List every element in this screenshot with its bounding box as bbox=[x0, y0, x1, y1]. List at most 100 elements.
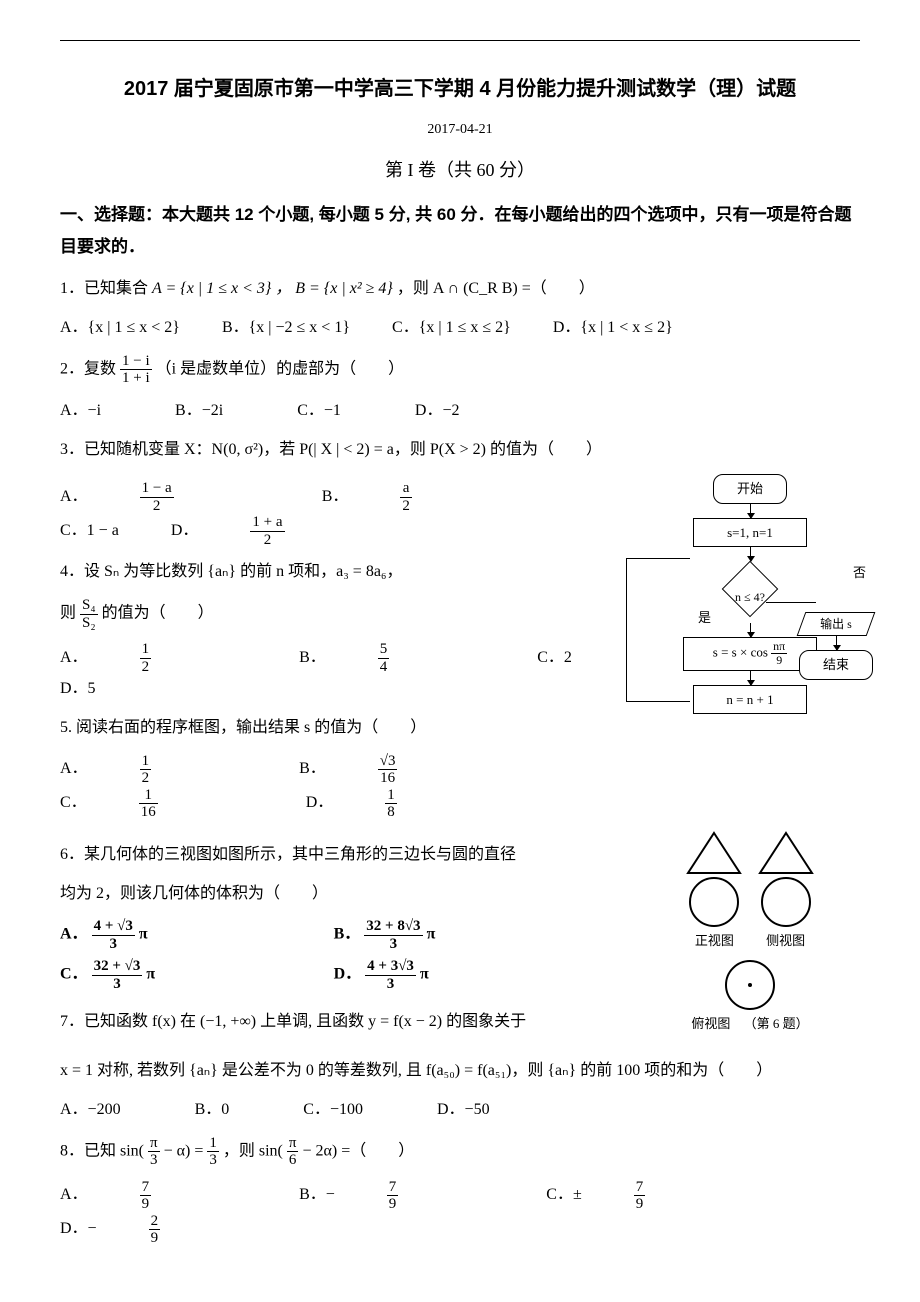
top-view bbox=[725, 960, 775, 1010]
part-title: 第 I 卷（共 60 分） bbox=[60, 154, 860, 186]
q7-opt-a: A．−200 bbox=[60, 1096, 121, 1125]
q8-options: A． 79 B．− 79 C．± 79 D．− 29 bbox=[60, 1179, 860, 1247]
q6-d-d: 3 bbox=[365, 976, 416, 993]
q1-opt-b: B．{x | −2 ≤ x < 1} bbox=[222, 314, 350, 343]
flow-calc-n: nπ bbox=[771, 640, 787, 654]
q5-a-n: 1 bbox=[140, 753, 152, 771]
arrow-icon bbox=[750, 504, 751, 518]
q1-opt-a: A．{x | 1 ≤ x < 2} bbox=[60, 314, 180, 343]
q7-opt-d: D．−50 bbox=[437, 1096, 490, 1125]
question-3: 3．已知随机变量 X：N(0, σ²)，若 P(| X | < 2) = a，则… bbox=[60, 436, 860, 465]
q8-f3-d: 6 bbox=[287, 1152, 299, 1169]
q8-a-pre: A． bbox=[60, 1181, 88, 1210]
q5-a-pre: A． bbox=[60, 755, 88, 784]
q4-b-n: 5 bbox=[378, 641, 390, 659]
flow-loop-line-h2 bbox=[626, 558, 690, 559]
q2-opt-b: B．−2i bbox=[175, 397, 223, 426]
q6-b-post: π bbox=[427, 926, 436, 943]
q3-options: A． 1 − a2 B． a2 C．1 − a D． 1 + a2 bbox=[60, 480, 630, 548]
front-view-label: 正视图 bbox=[686, 929, 742, 952]
q2-frac-d: 1 + i bbox=[120, 370, 152, 387]
q4-ratio-d: S₂ bbox=[80, 615, 98, 632]
q5-opt-d: D． 18 bbox=[306, 787, 493, 821]
top-view-label: 俯视图 bbox=[691, 1016, 730, 1031]
q8-b-n: 7 bbox=[387, 1179, 399, 1197]
q2-frac-n: 1 − i bbox=[120, 353, 152, 371]
q7-opt-b: B．0 bbox=[195, 1096, 230, 1125]
q3-stem: 3．已知随机变量 X：N(0, σ²)，若 P(| X | < 2) = a，则… bbox=[60, 441, 602, 458]
q5-options: A． 12 B． √316 C． 116 D． 18 bbox=[60, 753, 630, 821]
q6-c-post: π bbox=[146, 966, 155, 983]
q5-d-n: 1 bbox=[385, 787, 397, 805]
q8-d-n: 2 bbox=[149, 1213, 161, 1231]
q2-opt-c: C．−1 bbox=[297, 397, 341, 426]
flow-calc-d: 9 bbox=[771, 654, 787, 667]
q4-a-pre: A． bbox=[60, 644, 88, 673]
q8-opt-c: C．± 79 bbox=[546, 1179, 741, 1213]
q3-b-d: 2 bbox=[400, 498, 412, 515]
q4-opt-a: A． 12 bbox=[60, 641, 247, 675]
question-7-line2: x = 1 对称, 若数列 {aₙ} 是公差不为 0 的等差数列, 且 f(a₅… bbox=[60, 1057, 860, 1086]
q8-d-pre: D．− bbox=[60, 1215, 97, 1244]
q6-options: A． 4 + √33 π B． 32 + 8√33 π C． 32 + √33 … bbox=[60, 918, 630, 998]
figure-ref: （第 6 题） bbox=[744, 1016, 809, 1031]
q3-d-pre: D． bbox=[171, 517, 199, 546]
question-1: 1．已知集合 A = {x | 1 ≤ x < 3} ， B = {x | x²… bbox=[60, 275, 860, 304]
q3-a-n: 1 − a bbox=[140, 480, 174, 498]
q8-c-n: 7 bbox=[634, 1179, 646, 1197]
flow-out-label: 输出 s bbox=[801, 612, 871, 636]
q4-opt-c: C．2 bbox=[537, 644, 572, 673]
q6-c-d: 3 bbox=[92, 976, 143, 993]
q8-c-d: 9 bbox=[634, 1196, 646, 1213]
q5-d-d: 8 bbox=[385, 804, 397, 821]
q4-l2-post: 的值为（ ） bbox=[102, 605, 214, 622]
date: 2017-04-21 bbox=[60, 117, 860, 142]
q3-opt-c: C．1 − a bbox=[60, 517, 119, 546]
q6-d-n: 4 + 3√3 bbox=[365, 958, 416, 976]
q8-f3-n: π bbox=[287, 1135, 299, 1153]
flow-calc-pre: s = s × cos bbox=[713, 645, 771, 660]
q8-opt-b: B．− 79 bbox=[299, 1179, 494, 1213]
arrow-icon bbox=[750, 623, 751, 637]
q2-tail: （i 是虚数单位）的虚部为（ ） bbox=[156, 360, 404, 377]
q2-pre: 2．复数 bbox=[60, 360, 120, 377]
q8-pre: 8．已知 sin( bbox=[60, 1142, 144, 1159]
flow-init: s=1, n=1 bbox=[693, 518, 807, 547]
q4-a-d: 2 bbox=[140, 659, 152, 676]
q2-options: A．−i B．−2i C．−1 D．−2 bbox=[60, 397, 860, 426]
flow-start: 开始 bbox=[713, 474, 787, 503]
q5-d-pre: D． bbox=[306, 789, 334, 818]
q5-b-n: √3 bbox=[378, 753, 398, 771]
q4-l2-pre: 则 bbox=[60, 605, 80, 622]
q1-options: A．{x | 1 ≤ x < 2} B．{x | −2 ≤ x < 1} C．{… bbox=[60, 314, 860, 343]
q4-b-pre: B． bbox=[299, 644, 326, 673]
q1-opt-c: C．{x | 1 ≤ x ≤ 2} bbox=[392, 314, 511, 343]
q5-b-d: 16 bbox=[378, 770, 398, 787]
q1-stem-pre: 1．已知集合 bbox=[60, 280, 152, 297]
q6-a-post: π bbox=[139, 926, 148, 943]
q1-set-b: ， B = {x | x² ≥ 4} bbox=[275, 280, 393, 297]
q8-tail: − 2α) =（ ） bbox=[302, 1142, 414, 1159]
q3-a-d: 2 bbox=[140, 498, 174, 515]
q6-a-pre: A． bbox=[60, 926, 88, 943]
q6-opt-d: D． 4 + 3√33 π bbox=[334, 958, 608, 992]
arrow-icon bbox=[750, 671, 751, 685]
q5-opt-c: C． 116 bbox=[60, 787, 254, 821]
q4-ratio-n: S₄ bbox=[80, 597, 98, 615]
q3-b-pre: B． bbox=[322, 483, 349, 512]
q2-opt-d: D．−2 bbox=[415, 397, 460, 426]
q8-d-d: 9 bbox=[149, 1230, 161, 1247]
question-6-line2: 均为 2，则该几何体的体积为（ ） bbox=[60, 880, 630, 909]
side-view-label: 侧视图 bbox=[758, 929, 814, 952]
question-4-line2: 则 S₄S₂ 的值为（ ） bbox=[60, 597, 630, 631]
q4-b-d: 4 bbox=[378, 659, 390, 676]
flow-output: 输出 s bbox=[801, 612, 871, 636]
question-4-line1: 4．设 Sₙ 为等比数列 {aₙ} 的前 n 项和，a₃ = 8a₆， bbox=[60, 558, 630, 587]
flowchart-figure: 开始 s=1, n=1 n ≤ 4? 否 是 s = s × cos nπ9 n… bbox=[630, 474, 860, 830]
question-7-line1: 7．已知函数 f(x) 在 (−1, +∞) 上单调, 且函数 y = f(x … bbox=[60, 1008, 630, 1037]
q6-d-pre: D． bbox=[334, 966, 362, 983]
q3-opt-a: A． 1 − a2 bbox=[60, 480, 270, 514]
q8-f1-d: 3 bbox=[148, 1152, 160, 1169]
q8-a-d: 9 bbox=[140, 1196, 152, 1213]
front-view: 正视图 bbox=[686, 831, 742, 952]
